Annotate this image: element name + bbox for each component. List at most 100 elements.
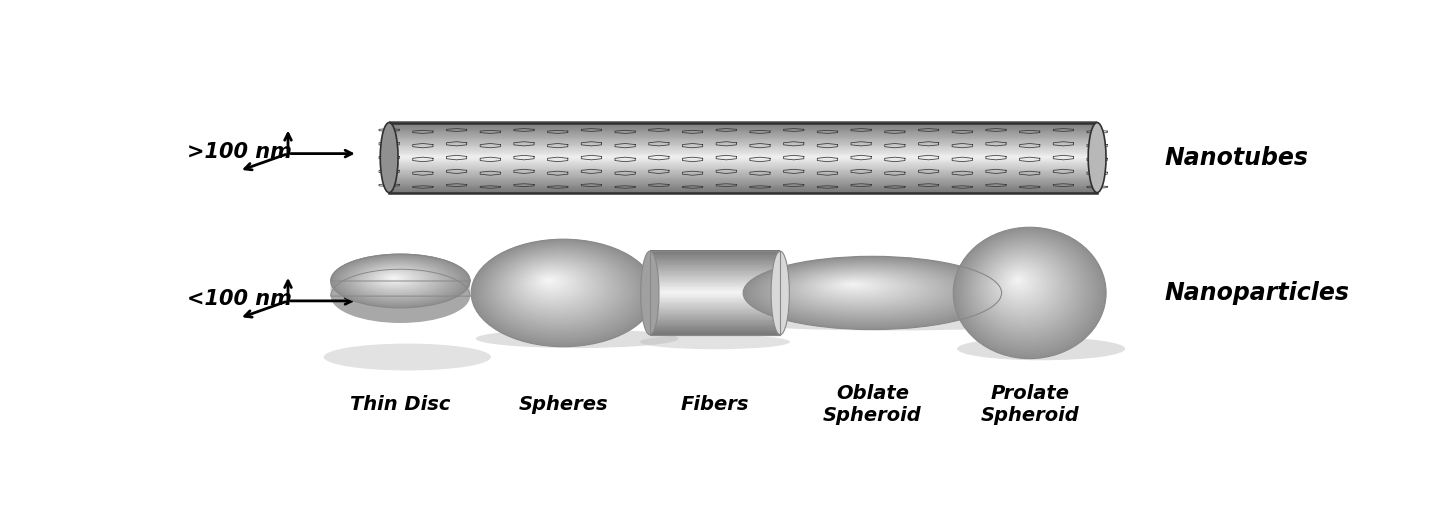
Ellipse shape [354,263,442,297]
Bar [389,185,1098,186]
Bar [650,275,780,277]
Ellipse shape [976,246,1074,330]
Bar [389,155,1098,156]
Bar [389,129,1098,130]
Ellipse shape [972,242,1082,337]
Ellipse shape [507,258,606,316]
Bar [650,252,780,253]
Ellipse shape [487,247,634,333]
Bar [389,175,1098,176]
Ellipse shape [505,257,609,317]
Ellipse shape [764,262,973,321]
Ellipse shape [967,238,1088,342]
Bar [650,297,780,298]
Bar [650,253,780,254]
Bar [650,272,780,274]
Ellipse shape [784,267,945,312]
Ellipse shape [473,240,652,345]
Bar [389,149,1098,150]
Polygon shape [392,254,394,269]
Ellipse shape [474,241,651,344]
Ellipse shape [972,242,1080,336]
Ellipse shape [1009,273,1028,290]
Polygon shape [410,254,412,270]
Ellipse shape [782,266,950,314]
Ellipse shape [989,257,1056,314]
Bar [650,268,780,269]
Bar [389,182,1098,183]
Ellipse shape [990,257,1056,313]
Bar [650,291,780,292]
Ellipse shape [484,246,637,335]
Ellipse shape [518,264,592,307]
Bar [389,168,1098,169]
Bar [389,151,1098,153]
Ellipse shape [1011,275,1027,287]
Bar [650,271,780,272]
Bar [650,284,780,286]
Ellipse shape [380,123,399,193]
Bar [650,285,780,286]
Polygon shape [428,256,429,272]
Ellipse shape [986,254,1060,318]
Ellipse shape [519,265,589,305]
Bar [650,325,780,326]
Ellipse shape [378,272,412,285]
Bar [650,300,780,302]
Bar [650,332,780,334]
Bar [650,311,780,312]
Ellipse shape [844,282,863,287]
Bar [389,130,1098,131]
Polygon shape [381,255,383,270]
Polygon shape [389,254,390,270]
Ellipse shape [780,266,951,314]
Ellipse shape [545,279,552,282]
Bar [389,163,1098,164]
Ellipse shape [519,264,590,306]
Bar [650,305,780,306]
Ellipse shape [339,257,460,304]
Bar [389,132,1098,133]
Ellipse shape [992,259,1053,311]
Bar [650,293,780,294]
Polygon shape [361,258,362,274]
Ellipse shape [789,268,938,310]
Polygon shape [376,255,378,271]
Bar [389,179,1098,180]
Bar [389,123,1098,124]
Bar [389,139,1098,140]
Ellipse shape [828,278,886,294]
Ellipse shape [815,275,902,299]
Bar [389,176,1098,177]
Polygon shape [407,254,409,269]
Ellipse shape [753,258,989,326]
Ellipse shape [390,277,397,279]
Bar [389,169,1098,170]
Ellipse shape [497,253,619,324]
Ellipse shape [1016,279,1018,281]
Ellipse shape [477,242,648,342]
Bar [650,326,780,327]
Bar [389,153,1098,154]
Ellipse shape [748,257,995,327]
Bar [389,156,1098,157]
Ellipse shape [957,230,1102,355]
Ellipse shape [487,248,632,332]
Ellipse shape [323,344,492,371]
Bar [389,125,1098,126]
Polygon shape [438,258,439,274]
Ellipse shape [764,262,972,321]
Polygon shape [383,255,384,270]
Bar [650,275,780,276]
Polygon shape [418,255,419,270]
Ellipse shape [1011,274,1028,288]
Ellipse shape [1003,269,1037,297]
Polygon shape [380,255,381,270]
Polygon shape [415,255,416,270]
Ellipse shape [763,261,976,322]
Bar [650,301,780,302]
Bar [650,267,780,268]
Ellipse shape [742,256,1002,329]
Ellipse shape [476,242,648,342]
Polygon shape [403,254,405,269]
